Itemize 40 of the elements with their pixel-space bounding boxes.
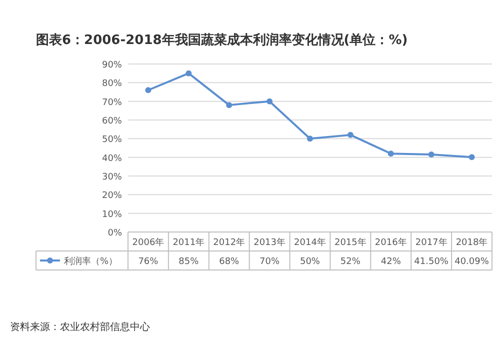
point bbox=[145, 87, 152, 94]
x-tick-label: 2013年 bbox=[254, 237, 286, 248]
y-tick-label: 0% bbox=[108, 228, 122, 238]
point bbox=[186, 70, 192, 76]
data-label: 70% bbox=[260, 257, 280, 267]
y-tick-label: 50% bbox=[102, 135, 122, 146]
point bbox=[307, 136, 313, 142]
point bbox=[347, 132, 354, 138]
x-tick-label: 2015年 bbox=[334, 237, 366, 248]
point bbox=[266, 98, 273, 104]
point bbox=[468, 154, 475, 160]
data-label: 42% bbox=[380, 257, 402, 267]
y-tick-label: 10% bbox=[102, 210, 122, 220]
point bbox=[226, 102, 232, 108]
data-label: 68% bbox=[219, 257, 240, 267]
data-label: 50% bbox=[300, 257, 320, 267]
point bbox=[428, 152, 434, 158]
x-tick-label: 2017年 bbox=[415, 237, 448, 248]
data-label: 52% bbox=[340, 257, 361, 267]
y-tick-label: 20% bbox=[102, 191, 122, 202]
x-tick-label: 2014年 bbox=[294, 237, 326, 248]
y-tick-label: 60% bbox=[102, 116, 122, 126]
y-tick-label: 90% bbox=[102, 60, 122, 70]
x-tick-label: 2012年 bbox=[213, 237, 246, 248]
point bbox=[388, 150, 394, 157]
chart-title: 图表6：2006-2018年我国蔬菜成本利润率变化情况(单位：%) bbox=[36, 32, 408, 48]
y-tick-label: 40% bbox=[102, 154, 122, 164]
data-label: 40.09% bbox=[454, 257, 490, 267]
legend-label: 利润率（%） bbox=[64, 256, 118, 267]
y-tick-label: 70% bbox=[102, 98, 122, 108]
x-tick-label: 2016年 bbox=[374, 237, 407, 248]
x-tick-label: 2006年 bbox=[132, 237, 164, 248]
y-tick-label: 80% bbox=[102, 79, 122, 90]
y-tick-label: 30% bbox=[102, 172, 122, 182]
data-label: 76% bbox=[138, 257, 159, 267]
text: 资料来源：农业农村部信息中心 bbox=[10, 321, 150, 333]
data-label: 41.50% bbox=[414, 257, 449, 267]
x-tick-label: 2018年 bbox=[456, 237, 488, 248]
data-label: 85% bbox=[178, 257, 200, 267]
x-tick-label: 2011年 bbox=[172, 237, 205, 248]
